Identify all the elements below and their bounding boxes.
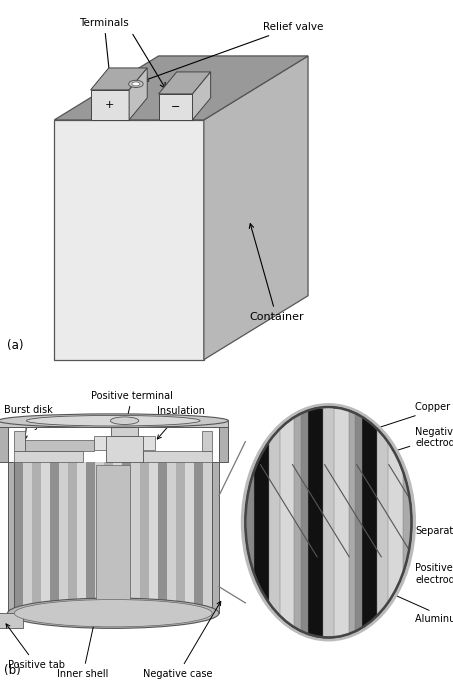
Polygon shape: [94, 436, 106, 449]
Bar: [77, 462, 86, 613]
Polygon shape: [377, 409, 388, 636]
Polygon shape: [193, 72, 211, 120]
Polygon shape: [247, 409, 254, 636]
Ellipse shape: [14, 599, 212, 627]
Text: +: +: [105, 100, 115, 110]
Bar: [113, 462, 122, 613]
Polygon shape: [91, 68, 147, 90]
Text: −: −: [171, 102, 180, 112]
Polygon shape: [362, 409, 377, 636]
Polygon shape: [219, 426, 228, 462]
Ellipse shape: [129, 81, 143, 88]
Bar: [50, 462, 59, 613]
Polygon shape: [111, 426, 138, 436]
Text: (a): (a): [7, 339, 23, 351]
Ellipse shape: [111, 417, 139, 424]
Ellipse shape: [26, 415, 200, 426]
Polygon shape: [24, 440, 94, 451]
Bar: [68, 462, 77, 613]
Polygon shape: [301, 409, 308, 636]
Text: (b): (b): [4, 664, 20, 677]
Bar: [59, 462, 68, 613]
Bar: [149, 462, 158, 613]
Bar: [86, 462, 95, 613]
Ellipse shape: [0, 414, 228, 427]
Text: Insulation: Insulation: [157, 406, 205, 439]
Polygon shape: [212, 462, 219, 613]
Polygon shape: [8, 462, 14, 613]
Text: Inner shell: Inner shell: [58, 617, 109, 679]
Polygon shape: [202, 431, 212, 451]
Polygon shape: [403, 409, 410, 636]
Polygon shape: [308, 409, 323, 636]
Text: PTC layer: PTC layer: [4, 420, 49, 449]
Text: Separator: Separator: [382, 524, 453, 536]
Bar: [140, 462, 149, 613]
Ellipse shape: [8, 598, 219, 628]
Polygon shape: [356, 409, 362, 636]
Polygon shape: [106, 436, 144, 462]
Polygon shape: [0, 426, 8, 462]
Bar: [194, 462, 203, 613]
Polygon shape: [388, 409, 403, 636]
Bar: [176, 462, 185, 613]
Polygon shape: [14, 431, 24, 451]
Polygon shape: [254, 409, 269, 636]
Bar: [14, 462, 24, 613]
Text: Container: Container: [249, 224, 304, 322]
Polygon shape: [96, 464, 130, 607]
Text: Relief valve: Relief valve: [144, 22, 323, 81]
Ellipse shape: [246, 407, 411, 637]
Bar: [104, 462, 113, 613]
Polygon shape: [144, 436, 155, 449]
Text: Terminals: Terminals: [79, 18, 129, 84]
Polygon shape: [0, 421, 228, 426]
Bar: [32, 462, 41, 613]
Polygon shape: [323, 409, 334, 636]
Polygon shape: [204, 56, 308, 360]
Polygon shape: [159, 94, 193, 120]
Polygon shape: [294, 409, 301, 636]
Text: Aluminum foil: Aluminum foil: [390, 593, 453, 624]
Polygon shape: [144, 451, 212, 462]
Bar: [122, 462, 131, 613]
Polygon shape: [280, 409, 294, 636]
Bar: [203, 462, 212, 613]
Polygon shape: [159, 72, 211, 94]
Text: Negative
electrode: Negative electrode: [374, 426, 453, 458]
Text: Positive terminal: Positive terminal: [91, 391, 173, 426]
Bar: [41, 462, 50, 613]
Ellipse shape: [132, 82, 140, 86]
Polygon shape: [14, 451, 83, 462]
Bar: [24, 462, 32, 613]
Bar: [95, 462, 104, 613]
Text: Negative case: Negative case: [144, 601, 221, 679]
Bar: [131, 462, 140, 613]
Polygon shape: [0, 613, 23, 628]
Polygon shape: [129, 68, 147, 120]
Bar: [158, 462, 167, 613]
Polygon shape: [269, 409, 280, 636]
Polygon shape: [348, 409, 356, 636]
Text: Burst disk: Burst disk: [4, 405, 53, 440]
Bar: [167, 462, 176, 613]
Text: Positive tab: Positive tab: [6, 624, 64, 670]
Bar: [185, 462, 194, 613]
Polygon shape: [334, 409, 348, 636]
Text: Positive
electrode: Positive electrode: [386, 557, 453, 584]
Polygon shape: [54, 56, 308, 120]
Text: Copper foil: Copper foil: [357, 402, 453, 435]
Polygon shape: [91, 90, 129, 120]
Polygon shape: [54, 120, 204, 360]
